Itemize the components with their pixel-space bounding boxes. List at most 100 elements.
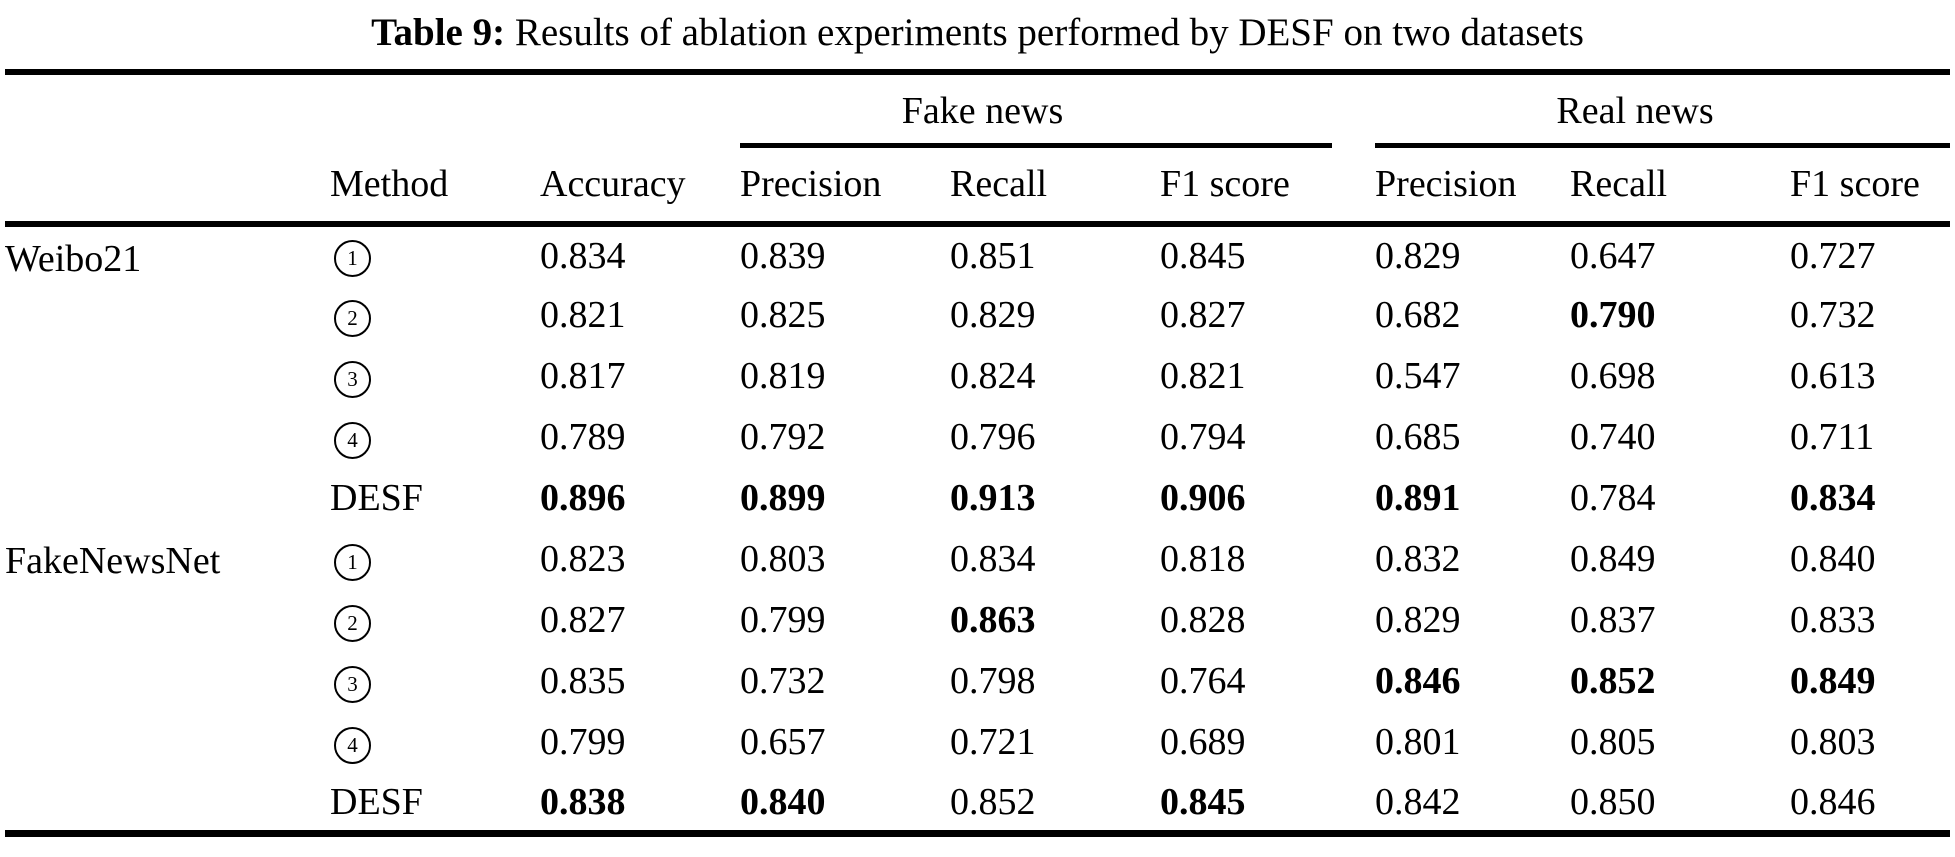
value-cell: 0.685 xyxy=(1375,416,1461,459)
caption-text: Results of ablation experiments performe… xyxy=(514,11,1584,54)
value-cell: 0.764 xyxy=(1160,660,1246,703)
value-cell: 0.784 xyxy=(1570,477,1656,520)
circled-number: 1 xyxy=(334,240,371,278)
value-cell: 0.799 xyxy=(540,721,626,764)
circled-number: 4 xyxy=(334,726,371,764)
real-f1-header: F1 score xyxy=(1790,147,1951,227)
value-cell: 0.819 xyxy=(740,355,826,398)
caption-label: Table 9: xyxy=(371,11,506,54)
table-row: FakeNewsNet 1 0.823 0.803 0.834 0.818 0.832 0.8… xyxy=(5,529,1950,590)
fake-news-rule xyxy=(740,142,1333,148)
table-row: 2 0.827 0.799 0.863 0.828 0.829 0.837 0.833 xyxy=(5,590,1950,651)
value-cell: 0.850 xyxy=(1570,780,1656,823)
table-row: DESF 0.896 0.899 0.913 0.906 0.891 0.784 0.834 xyxy=(5,468,1950,529)
value-cell: 0.891 xyxy=(1375,477,1461,520)
table-body: Weibo21 1 0.834 0.839 0.851 0.845 0.829 0.647 0.… xyxy=(5,224,1950,834)
circled-number: 2 xyxy=(334,604,371,642)
value-cell: 0.698 xyxy=(1570,355,1656,398)
value-cell: 0.842 xyxy=(1375,780,1461,823)
value-cell: 0.711 xyxy=(1790,416,1875,459)
value-cell: 0.863 xyxy=(950,599,1036,642)
value-cell: 0.827 xyxy=(540,599,626,642)
circled-number: 3 xyxy=(334,665,371,703)
value-cell: 0.821 xyxy=(1160,355,1246,398)
value-cell: 0.849 xyxy=(1570,538,1656,581)
accuracy-column-header: Accuracy xyxy=(540,147,740,227)
value-cell: 0.835 xyxy=(540,660,626,703)
value-cell: 0.827 xyxy=(1160,294,1246,337)
circled-number: 3 xyxy=(334,360,371,398)
value-cell: 0.647 xyxy=(1570,234,1656,277)
value-cell: 0.838 xyxy=(540,780,626,823)
method-cell: 4 xyxy=(330,712,540,773)
method-cell: 2 xyxy=(330,285,540,346)
value-cell: 0.833 xyxy=(1790,599,1876,642)
table-row: 2 0.821 0.825 0.829 0.827 0.682 0.790 0.732 xyxy=(5,285,1950,346)
value-cell: 0.896 xyxy=(540,477,626,520)
table-row: 3 0.817 0.819 0.824 0.821 0.547 0.698 0.613 xyxy=(5,346,1950,407)
circled-number: 1 xyxy=(334,543,371,581)
value-cell: 0.834 xyxy=(540,234,626,277)
value-cell: 0.837 xyxy=(1570,599,1656,642)
table-row: DESF 0.838 0.840 0.852 0.845 0.842 0.850 0.846 xyxy=(5,773,1950,834)
value-cell: 0.796 xyxy=(950,416,1036,459)
circled-number: 2 xyxy=(334,299,371,337)
group-header-fake-news: Fake news xyxy=(740,72,1375,148)
value-cell: 0.803 xyxy=(740,538,826,581)
value-cell: 0.727 xyxy=(1790,234,1876,277)
fake-recall-header: Recall xyxy=(950,147,1160,227)
value-cell: 0.852 xyxy=(1570,660,1656,703)
circled-number: 4 xyxy=(334,421,371,459)
value-cell: 0.846 xyxy=(1790,780,1876,823)
value-cell: 0.839 xyxy=(740,234,826,277)
value-cell: 0.851 xyxy=(950,234,1036,277)
results-table: Fake news Real news Method Accuracy Prec… xyxy=(5,68,1951,838)
method-cell: DESF xyxy=(330,780,423,823)
value-cell: 0.849 xyxy=(1790,660,1876,703)
fake-precision-header: Precision xyxy=(740,147,950,227)
value-cell: 0.845 xyxy=(1160,234,1246,277)
table-caption: Table 9: Results of ablation experiments… xyxy=(0,0,1955,69)
value-cell: 0.824 xyxy=(950,355,1036,398)
value-cell: 0.829 xyxy=(950,294,1036,337)
method-cell: 1 xyxy=(330,529,540,590)
value-cell: 0.834 xyxy=(950,538,1036,581)
value-cell: 0.547 xyxy=(1375,355,1461,398)
table-row: 4 0.789 0.792 0.796 0.794 0.685 0.740 0.711 xyxy=(5,407,1950,468)
fake-f1-header: F1 score xyxy=(1160,147,1376,227)
value-cell: 0.845 xyxy=(1160,780,1246,823)
method-cell: 1 xyxy=(330,224,540,285)
value-cell: 0.821 xyxy=(540,294,626,337)
table-row: 4 0.799 0.657 0.721 0.689 0.801 0.805 0.803 xyxy=(5,712,1950,773)
value-cell: 0.801 xyxy=(1375,721,1461,764)
value-cell: 0.740 xyxy=(1570,416,1656,459)
value-cell: 0.906 xyxy=(1160,477,1246,520)
method-cell: 3 xyxy=(330,651,540,712)
value-cell: 0.613 xyxy=(1790,355,1876,398)
column-header-row: Method Accuracy Precision Recall F1 scor… xyxy=(5,147,1951,227)
value-cell: 0.732 xyxy=(1790,294,1876,337)
value-cell: 0.823 xyxy=(540,538,626,581)
method-column-header: Method xyxy=(330,147,540,227)
value-cell: 0.817 xyxy=(540,355,626,398)
dataset-label: FakeNewsNet xyxy=(5,539,221,582)
value-cell: 0.829 xyxy=(1375,599,1461,642)
real-news-rule xyxy=(1375,142,1951,148)
method-cell: 4 xyxy=(330,407,540,468)
table-row: 3 0.835 0.732 0.798 0.764 0.846 0.852 0.849 xyxy=(5,651,1950,712)
real-recall-header: Recall xyxy=(1570,147,1791,227)
value-cell: 0.846 xyxy=(1375,660,1461,703)
value-cell: 0.829 xyxy=(1375,234,1461,277)
real-precision-header: Precision xyxy=(1375,147,1571,227)
value-cell: 0.834 xyxy=(1790,477,1876,520)
value-cell: 0.818 xyxy=(1160,538,1246,581)
method-cell: DESF xyxy=(330,477,423,520)
value-cell: 0.828 xyxy=(1160,599,1246,642)
value-cell: 0.794 xyxy=(1160,416,1246,459)
value-cell: 0.799 xyxy=(740,599,826,642)
group-label-real-news: Real news xyxy=(1556,90,1714,133)
value-cell: 0.832 xyxy=(1375,538,1461,581)
group-header-row: Fake news Real news xyxy=(5,72,1951,148)
value-cell: 0.721 xyxy=(950,721,1036,764)
group-label-fake-news: Fake news xyxy=(901,90,1064,133)
